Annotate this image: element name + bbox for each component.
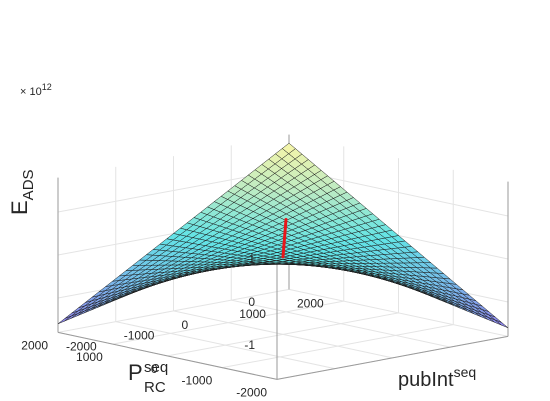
x-axis-label: Pseq RC [128,359,168,396]
x-tick-label: -2000 [236,385,267,399]
highlight-line-layer [281,217,288,259]
surface-mesh [57,142,509,329]
z-tick-label: 0 [248,295,255,309]
highlight-line [281,217,288,259]
z-exponent: × 1012 [20,82,52,98]
floor-gridline [173,310,393,359]
x-tick-label: 0 [151,362,158,376]
x-tick-label: -1000 [182,374,213,388]
floor-gridline [231,299,451,348]
surface-cell [494,319,509,329]
y-tick-label: 0 [182,318,189,332]
z-axis-label: EADS [7,169,37,215]
y-tick-label: 1000 [239,307,266,321]
y-tick-label: -1000 [124,329,155,343]
y-axis-label: pubIntseq [398,364,476,391]
x-tick-label: 1000 [76,350,103,364]
y-tick-label: 2000 [297,296,324,310]
axis-box-edge [276,335,509,380]
x-tick-label: 2000 [21,338,48,352]
y-tick-label: -2000 [66,339,97,353]
floor-gridline [112,300,344,345]
axis-box-edge [57,331,278,380]
z-tick-label: 1 [248,252,255,266]
surface-cell [57,315,72,325]
z-tick-label: -1 [244,338,255,352]
